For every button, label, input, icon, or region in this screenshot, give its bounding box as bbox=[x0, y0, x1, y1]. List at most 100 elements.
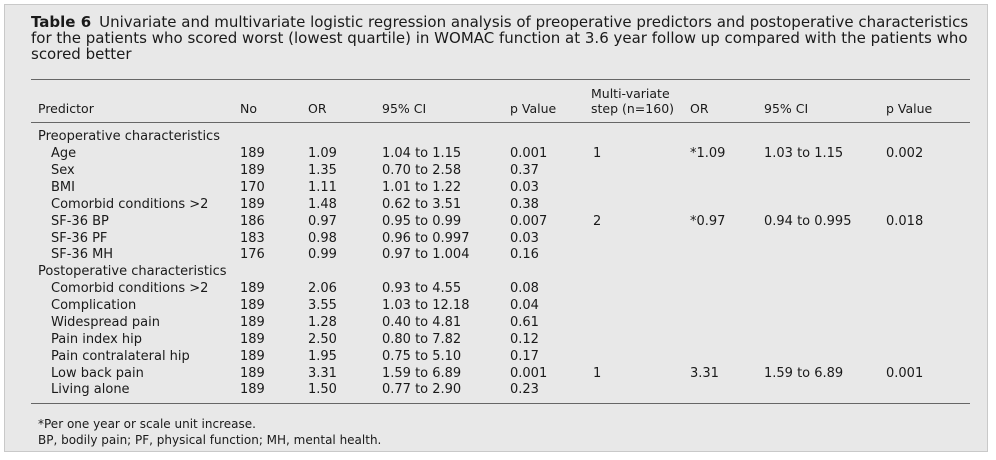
section-heading-postoperative: Postoperative characteristics bbox=[38, 264, 227, 279]
table-label: Table 6 bbox=[31, 13, 92, 31]
col-header-no: No bbox=[240, 101, 257, 116]
cell-or: 2.50 bbox=[308, 331, 337, 347]
cell-or2: *0.97 bbox=[690, 213, 726, 229]
cell-predictor: Sex bbox=[51, 162, 75, 178]
cell-or: 1.35 bbox=[308, 162, 337, 178]
cell-no: 183 bbox=[240, 230, 265, 246]
cell-predictor: BMI bbox=[51, 179, 75, 195]
table-caption: Table 6 Univariate and multivariate logis… bbox=[31, 14, 971, 62]
cell-p2: 0.001 bbox=[886, 365, 924, 381]
cell-no: 189 bbox=[240, 331, 265, 347]
col-header-or2: OR bbox=[690, 101, 709, 116]
cell-p: 0.03 bbox=[510, 179, 539, 195]
section-heading-preoperative: Preoperative characteristics bbox=[38, 129, 220, 144]
cell-ci: 0.40 to 4.81 bbox=[382, 314, 462, 330]
cell-p: 0.08 bbox=[510, 281, 539, 296]
cell-ci2: 0.94 to 0.995 bbox=[764, 213, 852, 229]
cell-ci: 0.95 to 0.99 bbox=[382, 213, 462, 229]
cell-ci: 1.59 to 6.89 bbox=[382, 365, 462, 381]
cell-or: 1.11 bbox=[308, 179, 337, 195]
cell-ci: 0.77 to 2.90 bbox=[382, 382, 462, 398]
cell-p: 0.007 bbox=[510, 213, 548, 229]
cell-no: 189 bbox=[240, 348, 265, 364]
cell-or: 1.28 bbox=[308, 314, 337, 330]
cell-step: 1 bbox=[593, 365, 602, 381]
cell-predictor: SF-36 MH bbox=[51, 247, 114, 263]
col-header-p2: p Value bbox=[886, 101, 933, 116]
cell-no: 189 bbox=[240, 365, 265, 381]
cell-ci: 0.70 to 2.58 bbox=[382, 162, 462, 178]
col-header-predictor: Predictor bbox=[38, 101, 94, 116]
cell-p: 0.001 bbox=[510, 146, 548, 161]
table-caption-text: Univariate and multivariate logistic reg… bbox=[31, 13, 969, 63]
cell-predictor: Living alone bbox=[51, 382, 130, 398]
cell-no: 189 bbox=[240, 297, 265, 313]
cell-no: 189 bbox=[240, 162, 265, 178]
cell-predictor: Complication bbox=[51, 297, 137, 313]
cell-predictor: Pain index hip bbox=[51, 331, 143, 347]
cell-ci: 0.97 to 1.004 bbox=[382, 247, 470, 263]
cell-ci2: 1.59 to 6.89 bbox=[764, 365, 844, 381]
cell-p: 0.16 bbox=[510, 247, 539, 263]
cell-no: 186 bbox=[240, 213, 265, 229]
cell-or2: 3.31 bbox=[690, 365, 719, 381]
cell-p: 0.37 bbox=[510, 162, 539, 178]
col-header-p: p Value bbox=[510, 101, 557, 116]
cell-predictor: Low back pain bbox=[51, 365, 144, 381]
cell-no: 189 bbox=[240, 196, 265, 212]
cell-p: 0.17 bbox=[510, 348, 539, 364]
footnote-abbreviations: BP, bodily pain; PF, physical function; … bbox=[38, 433, 382, 447]
cell-or: 2.06 bbox=[308, 281, 337, 296]
cell-p2: 0.002 bbox=[886, 146, 924, 161]
cell-ci: 0.93 to 4.55 bbox=[382, 281, 462, 296]
cell-ci: 0.75 to 5.10 bbox=[382, 348, 462, 364]
cell-predictor: Comorbid conditions >2 bbox=[51, 281, 209, 296]
cell-ci: 0.80 to 7.82 bbox=[382, 331, 462, 347]
cell-or: 1.95 bbox=[308, 348, 337, 364]
cell-or: 0.98 bbox=[308, 230, 337, 246]
cell-ci: 1.03 to 12.18 bbox=[382, 297, 470, 313]
cell-no: 189 bbox=[240, 314, 265, 330]
cell-p: 0.04 bbox=[510, 297, 539, 313]
table-bottom-rule bbox=[31, 403, 970, 404]
cell-step: 2 bbox=[593, 213, 602, 229]
cell-ci2: 1.03 to 1.15 bbox=[764, 146, 844, 161]
cell-p: 0.23 bbox=[510, 382, 539, 398]
cell-no: 189 bbox=[240, 146, 265, 161]
cell-ci: 1.04 to 1.15 bbox=[382, 146, 462, 161]
col-header-step-line1: Multi-variate bbox=[591, 86, 670, 101]
cell-predictor: Pain contralateral hip bbox=[51, 348, 190, 364]
cell-p: 0.001 bbox=[510, 365, 548, 381]
cell-no: 170 bbox=[240, 179, 265, 195]
cell-or: 1.50 bbox=[308, 382, 337, 398]
col-header-step-line2: step (n=160) bbox=[591, 101, 675, 116]
header-top-rule bbox=[31, 79, 970, 80]
cell-no: 176 bbox=[240, 247, 265, 263]
cell-p: 0.38 bbox=[510, 196, 539, 212]
cell-no: 189 bbox=[240, 281, 265, 296]
cell-ci: 0.62 to 3.51 bbox=[382, 196, 462, 212]
cell-p: 0.03 bbox=[510, 230, 539, 246]
cell-step: 1 bbox=[593, 146, 602, 161]
cell-p: 0.61 bbox=[510, 314, 539, 330]
col-header-ci2: 95% CI bbox=[764, 101, 809, 116]
header-bottom-rule bbox=[31, 122, 970, 123]
cell-predictor: Widespread pain bbox=[51, 314, 160, 330]
cell-predictor: Age bbox=[51, 146, 77, 161]
table-panel: Table 6 Univariate and multivariate logis… bbox=[4, 4, 988, 452]
cell-no: 189 bbox=[240, 382, 265, 398]
cell-or: 0.97 bbox=[308, 213, 337, 229]
footnote-asterisk: *Per one year or scale unit increase. bbox=[38, 417, 256, 431]
cell-predictor: Comorbid conditions >2 bbox=[51, 196, 209, 212]
cell-or: 3.31 bbox=[308, 365, 337, 381]
cell-or: 3.55 bbox=[308, 297, 337, 313]
cell-predictor: SF-36 BP bbox=[51, 213, 109, 229]
cell-p2: 0.018 bbox=[886, 213, 924, 229]
cell-predictor: SF-36 PF bbox=[51, 230, 108, 246]
col-header-ci: 95% CI bbox=[382, 101, 427, 116]
cell-ci: 1.01 to 1.22 bbox=[382, 179, 462, 195]
col-header-or: OR bbox=[308, 101, 327, 116]
cell-or: 0.99 bbox=[308, 247, 337, 263]
cell-ci: 0.96 to 0.997 bbox=[382, 230, 470, 246]
cell-or2: *1.09 bbox=[690, 146, 726, 161]
